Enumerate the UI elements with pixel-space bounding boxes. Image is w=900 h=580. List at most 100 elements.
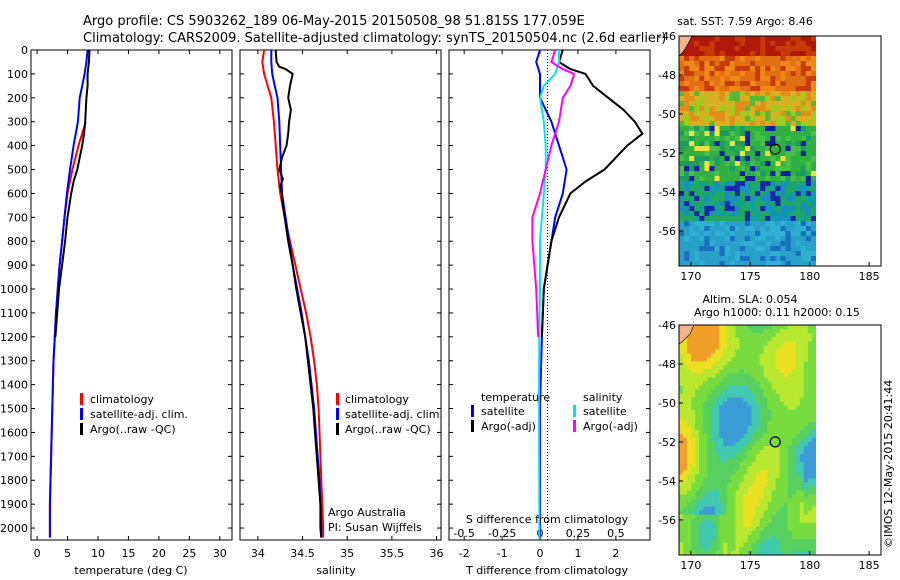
sla-cell (683, 486, 688, 491)
sst-cell (744, 186, 751, 192)
x-tick-label: -1 (497, 547, 508, 560)
sla-cell (743, 409, 748, 415)
sla-cell (751, 466, 756, 471)
sla-cell (751, 337, 756, 342)
map-lon-label: 180 (799, 559, 820, 572)
sla-cell (739, 550, 744, 555)
sla-cell (687, 518, 692, 524)
map-lat-label: -50 (658, 108, 676, 121)
sst-cell (810, 71, 816, 77)
legend-label-t-satellite: satellite (481, 405, 525, 418)
sst-cell (719, 101, 726, 107)
sla-cell (723, 345, 728, 350)
sla-cell (731, 365, 736, 370)
sla-cell (747, 534, 752, 540)
sla-cell (751, 341, 756, 346)
sst-cell (790, 226, 797, 232)
sst-cell (724, 91, 731, 97)
sla-cell (739, 369, 744, 374)
sla-cell (699, 450, 704, 455)
sla-cell (715, 333, 720, 338)
sla-cell (691, 466, 696, 471)
sla-cell (707, 409, 712, 415)
sla-cell (687, 401, 692, 407)
sla-cell (679, 514, 684, 520)
sst-cell (729, 196, 736, 202)
sla-cell (723, 389, 728, 394)
sst-cell (679, 241, 685, 247)
figure-title-line1: Argo profile: CS 5903262_189 06-May-2015… (83, 14, 585, 29)
sst-cell (744, 156, 751, 162)
sst-cell (760, 236, 766, 242)
temperature-legend: climatology satellite-adj. clim. Argo(..… (80, 393, 188, 436)
sst-cell (795, 126, 802, 132)
sla-cell (779, 329, 785, 334)
sla-cell (775, 373, 781, 378)
sla-cell (763, 365, 769, 370)
sst-cell (785, 96, 792, 102)
sst-cell (724, 176, 731, 182)
sla-cell (811, 397, 816, 403)
sla-cell (803, 385, 809, 390)
map-lat-label: -46 (658, 30, 676, 43)
sla-cell (807, 546, 813, 552)
sla-cell (735, 337, 740, 342)
sla-cell (691, 498, 696, 503)
sla-cell (751, 357, 756, 362)
sst-cell (709, 161, 715, 167)
sst-cell (729, 221, 736, 227)
sst-cell (679, 126, 685, 132)
sst-cell (810, 136, 816, 142)
sla-cell (779, 538, 785, 544)
sst-cell (714, 201, 720, 207)
sst-cell (750, 71, 756, 77)
sla-cell (767, 542, 773, 548)
sst-cell (785, 56, 792, 62)
sla-cell (707, 526, 712, 532)
sla-cell (795, 429, 801, 435)
sla-cell (755, 385, 760, 390)
sst-cell (739, 211, 746, 217)
sst-cell (785, 241, 792, 247)
sst-cell (750, 46, 756, 52)
sst-cell (724, 251, 731, 257)
sst-cell (719, 206, 726, 212)
sla-cell (679, 538, 684, 544)
sla-cell (735, 333, 740, 338)
sst-cell (714, 176, 720, 182)
sla-cell (711, 490, 716, 495)
sst-cell (714, 171, 720, 177)
sla-cell (807, 534, 813, 540)
sla-cell (779, 405, 785, 411)
sla-cell (791, 345, 797, 350)
sla-cell (739, 405, 744, 411)
sla-cell (695, 466, 700, 471)
sst-cell (724, 71, 731, 77)
sst-cell (709, 136, 715, 142)
sla-cell (759, 482, 765, 487)
sst-cell (729, 71, 736, 77)
sla-cell (755, 345, 760, 350)
series-line-climatology (261, 50, 325, 538)
sla-cell (751, 377, 756, 382)
legend-swatch-t-argo (471, 420, 474, 432)
sla-cell (735, 409, 740, 415)
sla-cell (811, 494, 816, 499)
sst-cell (699, 101, 705, 107)
sla-cell (787, 397, 793, 403)
sla-cell (711, 514, 716, 520)
sla-cell (783, 466, 789, 471)
sst-cell (734, 226, 741, 232)
sla-cell (683, 393, 688, 399)
sla-cell (699, 466, 704, 471)
sla-cell (759, 409, 765, 415)
sla-cell (695, 510, 700, 516)
sla-cell (707, 442, 712, 447)
sla-cell (691, 546, 696, 552)
sla-cell (711, 482, 716, 487)
sst-cell (785, 41, 792, 47)
sla-cell (799, 413, 805, 419)
sst-cell (709, 241, 715, 247)
sla-cell (703, 421, 708, 427)
sla-cell (727, 482, 732, 487)
